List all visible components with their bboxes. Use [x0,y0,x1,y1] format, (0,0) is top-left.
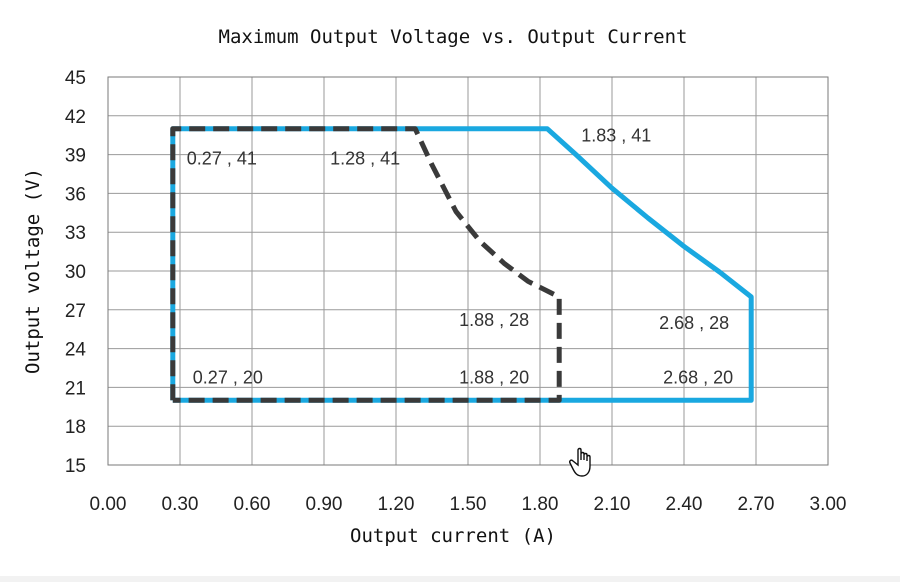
series-line-dashed [170,126,562,403]
x-tick-label: 0.90 [306,494,343,515]
y-tick-label: 27 [65,301,86,322]
hand-pointer-icon [569,447,591,477]
data-point-annotation: 0.27 , 20 [193,367,263,387]
data-point-annotation: 0.27 , 41 [187,149,257,169]
data-point-annotation: 1.88 , 20 [459,367,529,387]
x-tick-label: 0.00 [90,494,127,515]
y-tick-label: 42 [65,107,86,128]
y-tick-label: 30 [65,262,86,283]
y-tick-label: 21 [65,378,86,399]
window-bottom-edge [0,576,900,582]
series-line-solid [170,126,754,403]
y-tick-label: 45 [65,68,86,89]
data-point-annotation: 2.68 , 28 [659,313,729,333]
data-point-annotation: 1.88 , 28 [459,310,529,330]
x-tick-label: 1.20 [378,494,415,515]
data-point-annotation: 2.68 , 20 [663,367,733,387]
y-tick-label: 33 [65,223,86,244]
x-axis-label: Output current (A) [350,525,556,547]
x-tick-label: 3.00 [810,494,847,515]
y-tick-label: 15 [65,456,86,477]
x-tick-label: 1.80 [522,494,559,515]
y-tick-labels: 15 18 21 24 27 30 33 36 39 42 45 [65,68,87,477]
x-tick-label: 2.40 [666,494,703,515]
x-tick-label: 0.30 [162,494,199,515]
y-tick-label: 39 [65,146,86,167]
data-point-annotation: 1.28 , 41 [330,149,400,169]
x-tick-labels: 0.00 0.30 0.60 0.90 1.20 1.50 1.80 2.10 2.40 2.70… [90,494,847,515]
data-point-annotation: 1.83 , 41 [581,126,651,146]
y-tick-label: 36 [65,184,86,205]
series-layer [170,126,754,403]
plot-frame [107,76,829,466]
y-tick-label: 18 [65,417,86,438]
y-axis-label: Output voltage (V) [22,168,44,374]
grid-layer [107,76,829,466]
x-tick-label: 0.60 [234,494,271,515]
x-tick-label: 1.50 [450,494,487,515]
chart-title: Maximum Output Voltage vs. Output Curren… [219,26,688,48]
x-tick-label: 2.70 [738,494,775,515]
x-tick-label: 2.10 [594,494,631,515]
y-tick-label: 24 [65,340,87,361]
annotation-layer: 0.27 , 41 1.28 , 41 1.83 , 41 1.88 , 28 2.68… [187,126,733,388]
